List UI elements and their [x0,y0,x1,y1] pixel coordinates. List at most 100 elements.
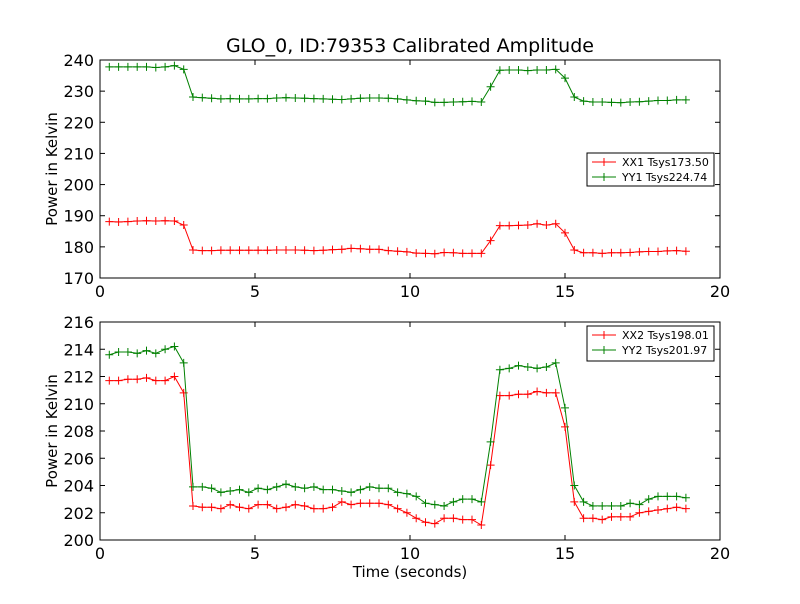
data-point [198,246,207,255]
data-point [616,512,625,521]
data-point [663,246,672,255]
data-point [523,221,532,230]
data-point [291,245,300,254]
data-point [207,503,216,512]
data-point [505,364,514,373]
data-point [644,495,653,504]
data-point [542,388,551,397]
data-point [114,217,123,226]
data-point [570,245,579,254]
data-point [607,98,616,107]
data-point [644,247,653,256]
x-tick-label: 15 [555,544,575,563]
x-tick-label: 5 [250,282,260,301]
data-point [384,94,393,103]
data-point [486,437,495,446]
data-point [681,504,690,513]
data-point [449,98,458,107]
data-point [468,97,476,106]
data-point [142,216,151,225]
y-tick-label: 170 [63,269,94,288]
data-point [588,98,597,107]
data-point [170,372,179,381]
legend-marker [600,173,608,181]
data-point [505,221,514,230]
x-tick-label: 10 [400,544,420,563]
data-point [170,217,179,226]
data-point [523,362,532,371]
data-point [533,219,542,228]
chart-title: GLO_0, ID:79353 Calibrated Amplitude [226,35,594,57]
data-point [393,504,402,513]
data-point [598,249,607,258]
data-point [607,248,616,257]
data-point [477,521,486,530]
data-point [244,94,253,103]
data-point [430,500,439,509]
data-point [235,503,244,512]
data-point [254,500,263,509]
legend-marker [600,158,608,166]
data-point [542,221,551,230]
data-point [272,482,281,491]
legend-box [586,152,715,187]
data-point [309,482,318,491]
data-point [542,65,551,74]
y-tick-label: 230 [63,82,94,101]
data-point [523,66,532,75]
data-point [151,349,160,358]
data-point [161,216,170,225]
y-tick-label: 208 [63,422,94,441]
legend-label: XX2 Tsys198.01 [622,329,709,342]
data-point [421,97,430,106]
y-tick-label: 204 [63,477,94,496]
data-point [672,503,681,512]
data-point [495,66,504,75]
data-point [179,221,188,230]
data-point [468,495,476,504]
data-point [161,62,170,71]
y-tick-label: 202 [63,504,94,523]
data-point [635,247,644,256]
data-point [347,244,356,253]
data-point [207,246,216,255]
data-point [235,246,244,255]
data-point [347,488,356,497]
data-point [375,484,383,493]
x-tick-label: 10 [400,282,420,301]
data-point [216,488,225,497]
y-tick-label: 240 [63,51,94,70]
data-point [337,245,346,254]
x-tick-label: 20 [710,544,730,563]
data-point [235,485,244,494]
x-tick-label: 20 [710,282,730,301]
data-point [561,228,569,237]
data-point [514,361,523,370]
data-point [198,482,207,491]
series-2 [105,61,690,107]
data-point [272,245,281,254]
data-point [616,248,625,257]
data-point [486,461,495,470]
data-point [337,95,346,104]
data-point [161,345,170,354]
data-point [216,246,225,255]
data-point [477,98,486,107]
y-tick-label: 216 [63,313,94,332]
data-point [356,485,365,494]
legend-entry: XX1 Tsys173.50 [592,156,709,169]
data-point [468,249,476,258]
data-point [309,94,318,103]
data-point [142,62,151,71]
data-point [402,247,411,256]
data-point [533,387,542,396]
data-point [672,246,681,255]
data-point [486,82,495,91]
data-point [430,98,439,107]
data-point [282,480,290,489]
data-point [626,512,635,521]
data-point [151,217,160,226]
data-point [365,245,374,254]
data-point [533,65,542,74]
